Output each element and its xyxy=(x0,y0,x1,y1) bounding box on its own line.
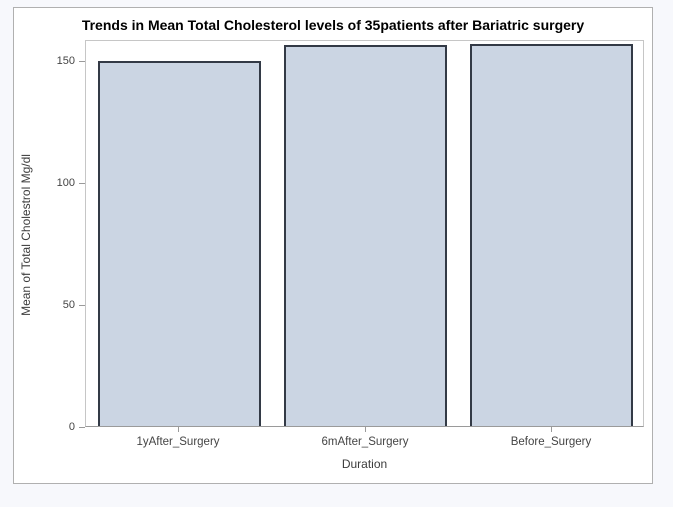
chart-figure: Trends in Mean Total Cholesterol levels … xyxy=(13,7,653,484)
y-tick-mark xyxy=(79,183,85,184)
x-tick-label: 1yAfter_Surgery xyxy=(136,436,220,448)
x-tick-label: 6mAfter_Surgery xyxy=(321,436,409,448)
y-tick-label: 50 xyxy=(62,299,75,311)
x-axis-title: Duration xyxy=(341,457,388,471)
y-tick-mark xyxy=(79,305,85,306)
y-tick-mark xyxy=(79,427,85,428)
x-tick-mark xyxy=(365,427,366,432)
bar-Before_Surgery xyxy=(470,44,634,426)
plot-area xyxy=(85,40,644,427)
y-axis-title-text: Mean of Total Cholestrol Mg/dl xyxy=(19,154,33,316)
x-tick-label: Before_Surgery xyxy=(510,436,592,448)
bar-6mAfter_Surgery xyxy=(284,45,447,426)
x-tick-mark xyxy=(551,427,552,432)
y-tick-mark xyxy=(79,61,85,62)
chart-title: Trends in Mean Total Cholesterol levels … xyxy=(81,17,585,33)
x-tick-mark xyxy=(178,427,179,432)
y-tick-label: 100 xyxy=(56,177,75,189)
y-tick-label: 150 xyxy=(56,55,75,67)
y-tick-label: 0 xyxy=(68,421,75,433)
bar-1yAfter_Surgery xyxy=(97,61,261,426)
